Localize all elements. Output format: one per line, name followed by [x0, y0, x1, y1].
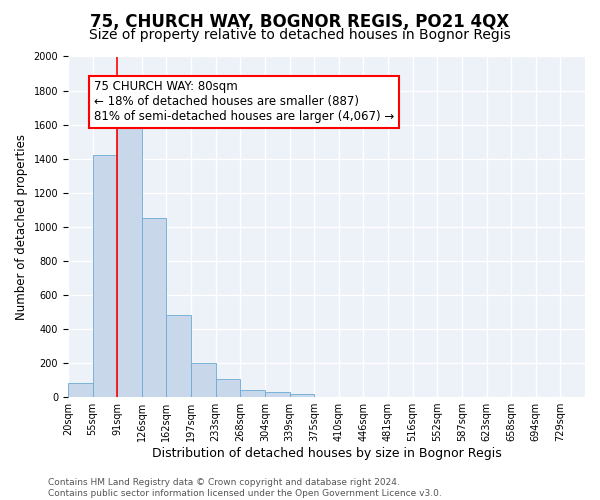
Bar	[92, 156, 117, 397]
Text: Contains HM Land Registry data © Crown copyright and database right 2024.
Contai: Contains HM Land Registry data © Crown c…	[48, 478, 442, 498]
Bar	[215, 379, 240, 397]
Bar	[290, 394, 314, 397]
Bar	[265, 392, 290, 397]
Bar	[117, 121, 142, 397]
Text: Size of property relative to detached houses in Bognor Regis: Size of property relative to detached ho…	[89, 28, 511, 42]
Bar	[191, 363, 215, 397]
Bar	[68, 384, 92, 397]
Bar	[142, 218, 166, 397]
Text: 75 CHURCH WAY: 80sqm
← 18% of detached houses are smaller (887)
81% of semi-deta: 75 CHURCH WAY: 80sqm ← 18% of detached h…	[94, 80, 394, 124]
Bar	[240, 390, 265, 397]
X-axis label: Distribution of detached houses by size in Bognor Regis: Distribution of detached houses by size …	[152, 447, 502, 460]
Text: 75, CHURCH WAY, BOGNOR REGIS, PO21 4QX: 75, CHURCH WAY, BOGNOR REGIS, PO21 4QX	[91, 12, 509, 30]
Y-axis label: Number of detached properties: Number of detached properties	[15, 134, 28, 320]
Bar	[166, 316, 191, 397]
